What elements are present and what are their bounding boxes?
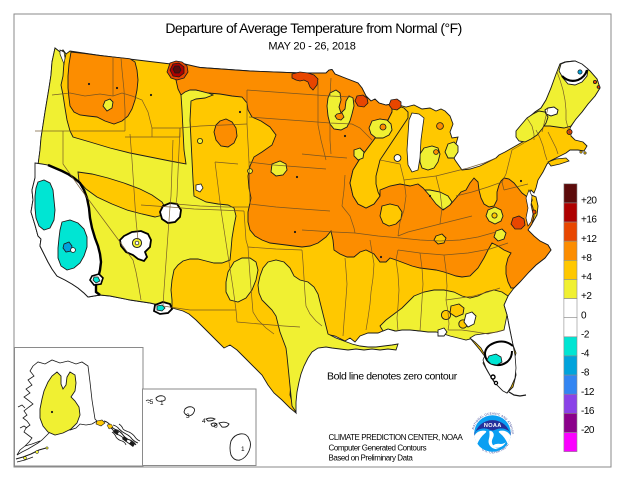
- svg-text:+2: +2: [581, 291, 592, 302]
- svg-text:-5: -5: [148, 399, 154, 406]
- svg-text:-12: -12: [581, 387, 595, 398]
- svg-text:1: 1: [160, 400, 164, 407]
- svg-text:0: 0: [214, 423, 218, 430]
- svg-text:Computer Generated Contours: Computer Generated Contours: [329, 443, 427, 452]
- svg-text:0: 0: [581, 310, 587, 321]
- svg-text:NOAA: NOAA: [484, 423, 502, 429]
- svg-text:-4: -4: [581, 349, 590, 360]
- svg-text:CLIMATE PREDICTION CENTER, NOA: CLIMATE PREDICTION CENTER, NOAA: [329, 433, 464, 442]
- svg-text:+16: +16: [581, 215, 597, 226]
- svg-text:-16: -16: [581, 406, 595, 417]
- svg-text:1: 1: [241, 446, 245, 453]
- svg-text:-20: -20: [581, 425, 595, 436]
- svg-text:-8: -8: [581, 368, 590, 379]
- svg-text:+4: +4: [581, 272, 592, 283]
- svg-text:-2: -2: [581, 329, 590, 340]
- svg-text:3: 3: [186, 413, 190, 420]
- svg-text:4: 4: [202, 418, 206, 425]
- svg-text:MAY 20 - 26, 2018: MAY 20 - 26, 2018: [268, 41, 355, 53]
- svg-text:+8: +8: [581, 253, 592, 264]
- svg-text:+20: +20: [581, 196, 597, 207]
- svg-text:Based on Preliminary Data: Based on Preliminary Data: [329, 454, 414, 463]
- svg-text:Bold line denotes zero contour: Bold line denotes zero contour: [327, 371, 458, 383]
- svg-text:+12: +12: [581, 234, 597, 245]
- svg-text:Departure of Average Temperatu: Departure of Average Temperature from No…: [165, 20, 461, 36]
